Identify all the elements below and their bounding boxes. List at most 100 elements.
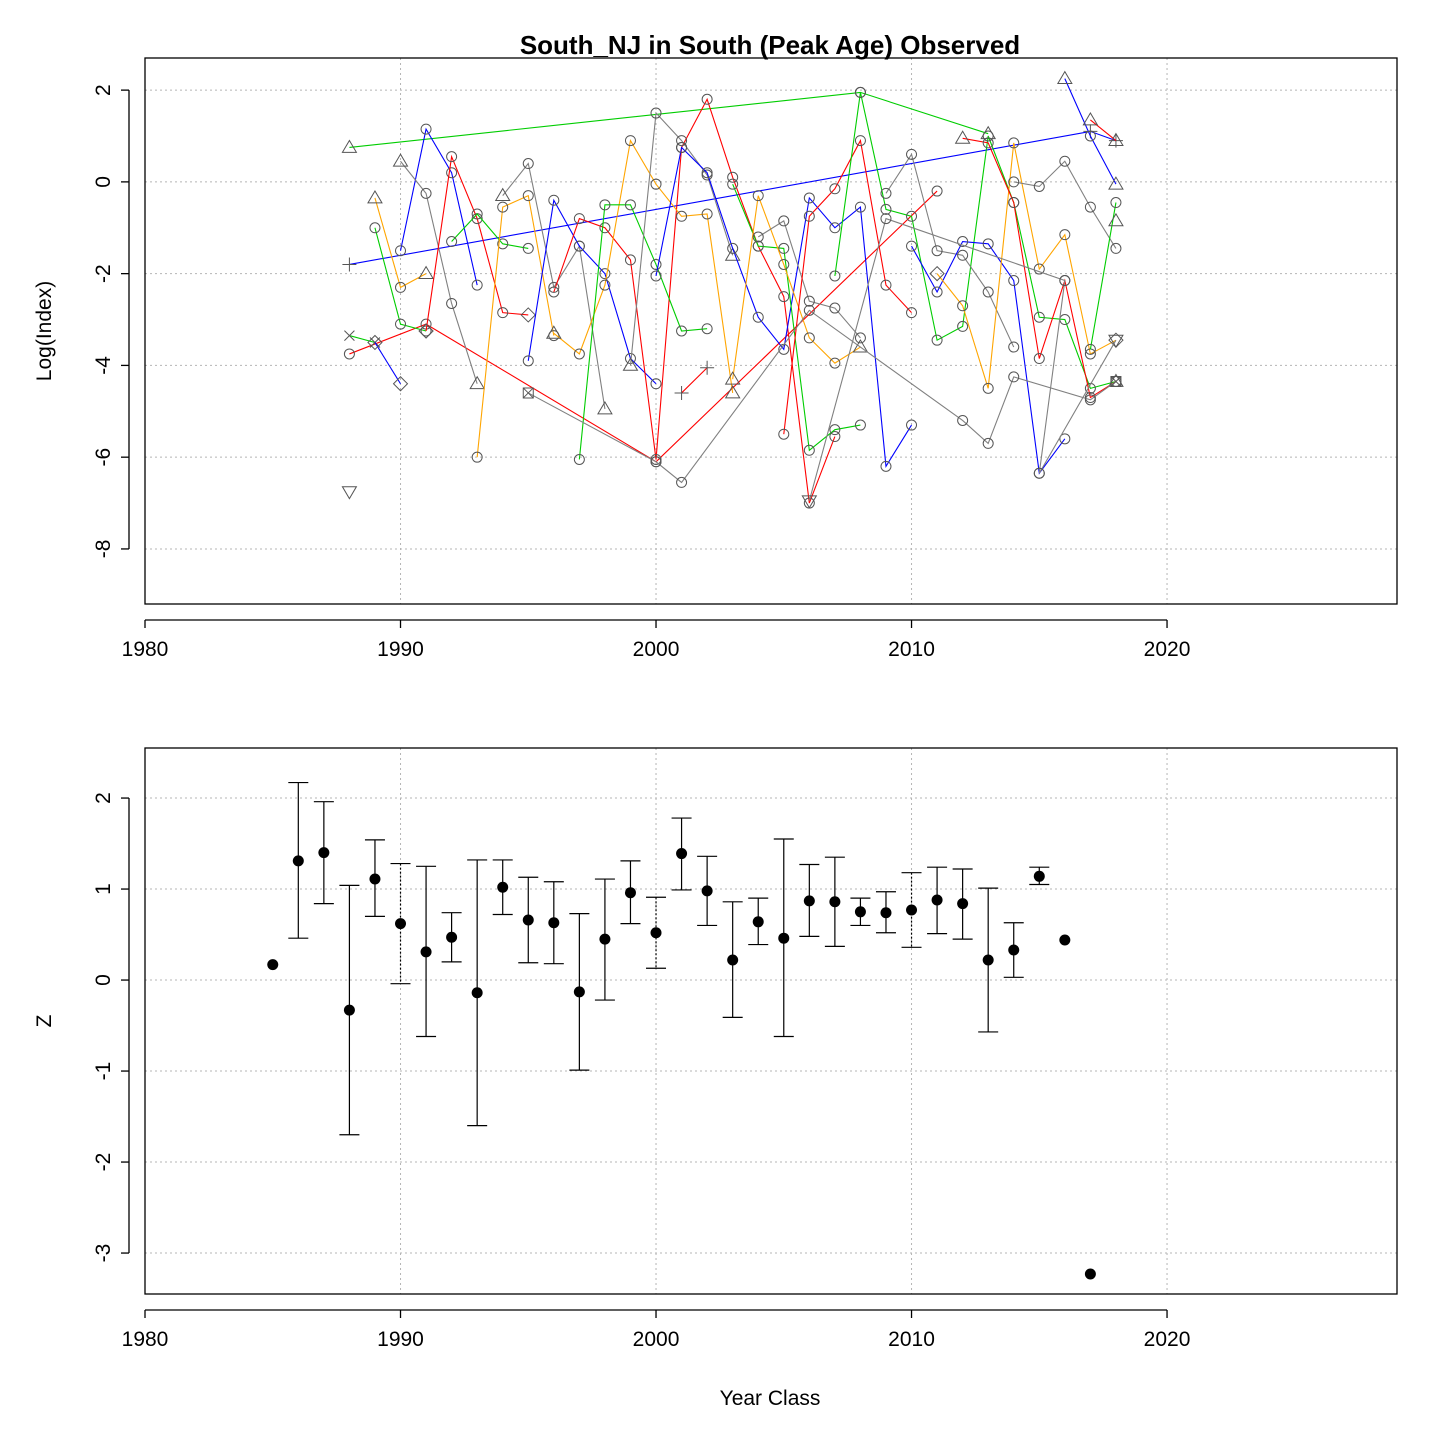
series-line bbox=[349, 190, 938, 463]
cohort-series bbox=[1084, 197, 1122, 355]
circle-marker bbox=[676, 141, 688, 153]
z-point bbox=[343, 1004, 355, 1016]
cohort-series bbox=[880, 148, 1020, 353]
circle-marker bbox=[522, 190, 534, 202]
circle-marker bbox=[497, 238, 509, 250]
circle-marker bbox=[778, 428, 790, 440]
circle-marker bbox=[369, 222, 381, 234]
circle-marker bbox=[778, 242, 790, 254]
circle-marker bbox=[982, 137, 994, 149]
circle-marker bbox=[778, 291, 790, 303]
z-estimate bbox=[467, 859, 488, 1127]
circle-marker bbox=[854, 419, 866, 431]
circle-marker bbox=[676, 135, 688, 147]
circle-marker bbox=[727, 178, 739, 190]
circle-marker bbox=[701, 93, 713, 105]
circle-marker bbox=[803, 444, 815, 456]
circle-marker bbox=[573, 213, 585, 225]
bottom-grid bbox=[144, 748, 1397, 1294]
z-point bbox=[318, 847, 330, 859]
z-point bbox=[829, 896, 841, 908]
circle-marker bbox=[803, 332, 815, 344]
z-estimate bbox=[978, 887, 999, 1033]
series-line bbox=[783, 138, 912, 435]
triangle-marker bbox=[724, 371, 741, 385]
circle-marker bbox=[343, 348, 355, 360]
top-x-tick-label: 1980 bbox=[122, 638, 169, 661]
top-x-tick-label: 2010 bbox=[888, 638, 935, 661]
x-marker bbox=[344, 330, 355, 341]
cohort-series bbox=[446, 208, 534, 254]
z-estimate bbox=[569, 913, 590, 1071]
diamond-marker bbox=[520, 307, 536, 323]
series-line bbox=[936, 142, 1117, 389]
circle-marker bbox=[395, 245, 407, 257]
series-line bbox=[1013, 160, 1117, 249]
circle-marker bbox=[446, 167, 458, 179]
z-point bbox=[676, 848, 688, 860]
series-line bbox=[655, 146, 912, 469]
circle-marker bbox=[906, 148, 918, 160]
triangle-marker bbox=[724, 384, 741, 399]
circle-marker bbox=[982, 130, 994, 142]
z-estimate bbox=[875, 891, 896, 934]
bottom-points bbox=[267, 781, 1096, 1280]
chart-title: South_NJ in South (Peak Age) Observed bbox=[520, 30, 1020, 60]
z-point bbox=[395, 918, 407, 930]
z-point bbox=[957, 898, 969, 910]
series-line bbox=[349, 335, 376, 344]
circle-marker bbox=[829, 222, 841, 234]
series-line bbox=[1089, 202, 1117, 350]
circle-marker bbox=[957, 300, 969, 312]
circle-marker bbox=[906, 210, 918, 222]
circle-marker bbox=[446, 297, 458, 309]
circle-marker bbox=[420, 325, 432, 337]
z-estimate bbox=[518, 876, 539, 964]
circle-marker bbox=[829, 431, 841, 443]
bottom-x-axis-label: Year Class bbox=[720, 1387, 821, 1410]
circle-marker bbox=[420, 123, 432, 135]
diamond-marker bbox=[392, 376, 409, 392]
series-line bbox=[732, 183, 861, 452]
series-line bbox=[528, 309, 1117, 484]
circle-marker bbox=[650, 378, 662, 390]
z-estimate bbox=[492, 859, 513, 916]
top-series bbox=[341, 70, 1124, 509]
plus-marker bbox=[674, 385, 689, 400]
top-grid bbox=[144, 58, 1397, 604]
diamond-marker bbox=[929, 265, 945, 282]
bottom-x-tick-label: 2000 bbox=[633, 1328, 680, 1351]
circle-marker bbox=[906, 419, 918, 431]
z-estimate bbox=[288, 781, 309, 939]
z-point bbox=[522, 914, 534, 926]
circle-marker bbox=[1033, 311, 1045, 323]
bottom-plot-frame bbox=[144, 747, 1398, 1295]
bottom-x-tick-label: 1980 bbox=[122, 1328, 169, 1351]
z-point bbox=[292, 855, 304, 867]
triangle-marker bbox=[367, 189, 383, 204]
circle-marker bbox=[803, 210, 815, 222]
circle-marker bbox=[803, 304, 815, 316]
cohort-series bbox=[369, 222, 432, 337]
circle-marker bbox=[957, 320, 969, 332]
circle-marker bbox=[1008, 341, 1020, 353]
bottom-x-tick-label: 1990 bbox=[377, 1328, 424, 1351]
diamond-marker bbox=[367, 334, 383, 351]
circle-marker bbox=[931, 334, 943, 346]
series-line bbox=[451, 213, 529, 249]
z-estimate bbox=[620, 860, 641, 925]
circle-marker bbox=[752, 240, 764, 252]
z-point bbox=[446, 931, 458, 943]
circle-marker bbox=[446, 236, 458, 248]
circle-marker bbox=[752, 311, 764, 323]
z-estimate bbox=[543, 881, 564, 965]
top-plot-frame bbox=[144, 57, 1398, 605]
circle-marker bbox=[624, 254, 636, 266]
circle-marker bbox=[1084, 382, 1096, 394]
circle-marker bbox=[1059, 275, 1071, 287]
circle-marker bbox=[931, 245, 943, 257]
series-line bbox=[962, 137, 1117, 399]
series-line bbox=[374, 342, 401, 385]
z-estimate bbox=[441, 912, 462, 963]
